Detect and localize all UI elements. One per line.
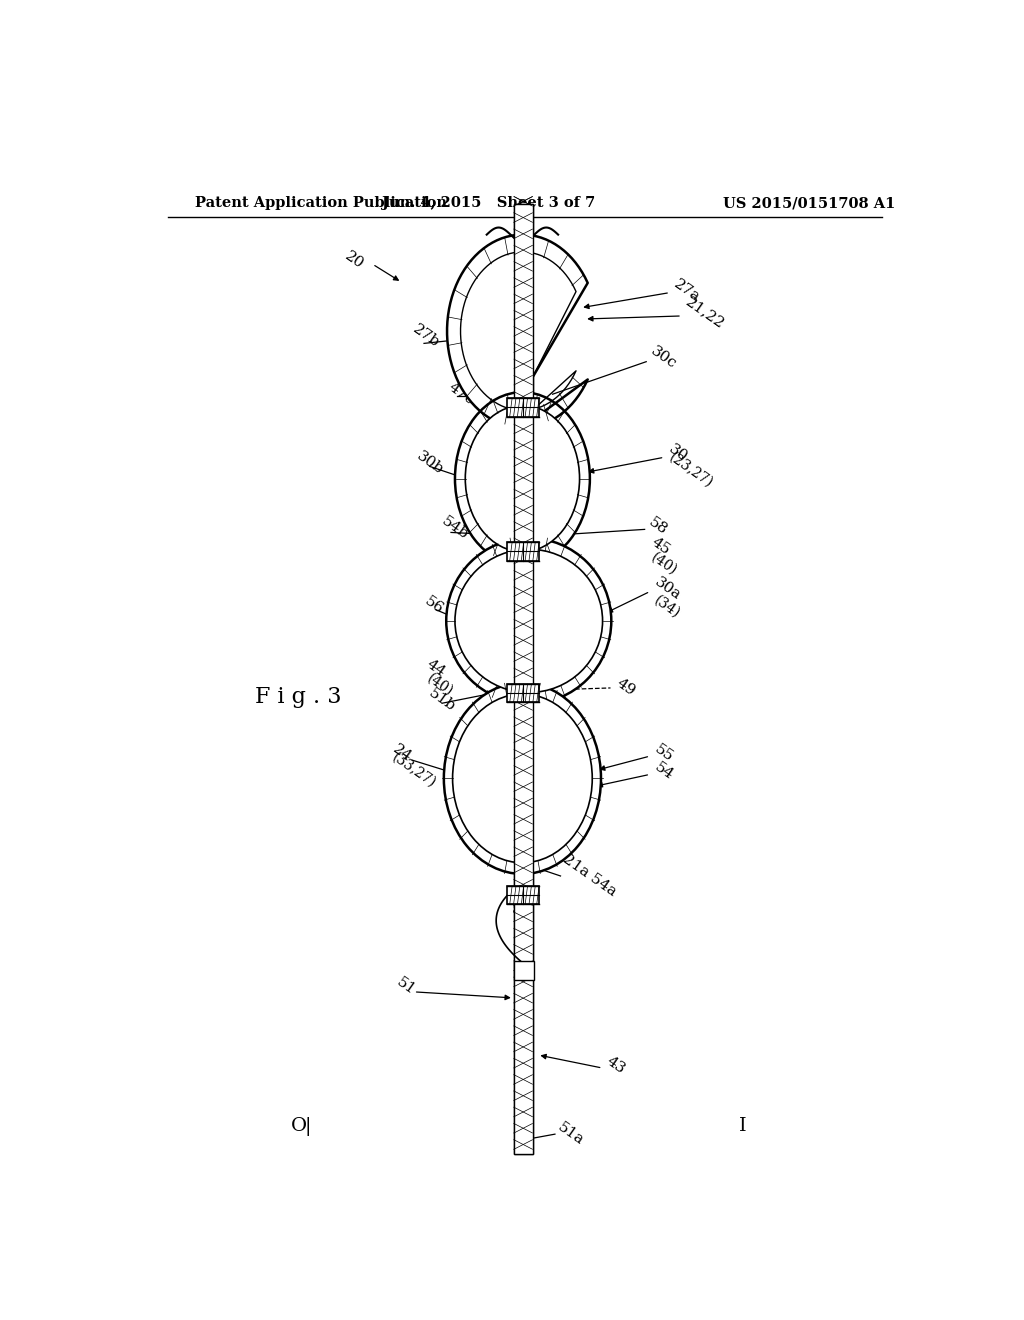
Text: 49: 49 (613, 676, 638, 698)
Text: 51: 51 (394, 975, 418, 998)
Text: 30b: 30b (414, 449, 445, 478)
Text: (33,27): (33,27) (390, 750, 439, 791)
Text: (34): (34) (652, 593, 683, 620)
Ellipse shape (443, 682, 601, 874)
Bar (514, 205, 532, 1155)
Bar (514, 205, 532, 1155)
Text: 54b: 54b (439, 515, 471, 543)
Text: 43: 43 (604, 1053, 628, 1076)
Bar (507, 684, 539, 702)
Circle shape (455, 392, 590, 565)
Text: O: O (291, 1117, 307, 1135)
Text: 51a: 51a (555, 1121, 586, 1148)
Bar (507, 399, 539, 417)
Bar (514, 961, 534, 979)
Text: 30a: 30a (652, 576, 683, 603)
Text: 30c: 30c (648, 345, 679, 371)
Text: 27a: 27a (672, 277, 702, 305)
Text: 58: 58 (646, 515, 670, 537)
Text: 47c: 47c (445, 380, 476, 408)
Text: 21,22: 21,22 (684, 294, 727, 331)
Circle shape (465, 405, 580, 552)
Text: 56: 56 (422, 594, 445, 616)
Text: (40): (40) (648, 550, 680, 578)
Text: 51b: 51b (426, 686, 458, 714)
Text: |: | (305, 1117, 311, 1135)
Text: 20: 20 (342, 248, 367, 272)
Text: 21a 54a: 21a 54a (560, 851, 620, 899)
Polygon shape (447, 235, 588, 428)
Text: US 2015/0151708 A1: US 2015/0151708 A1 (723, 197, 896, 210)
Text: 27b: 27b (410, 322, 441, 350)
Text: 45: 45 (648, 536, 673, 558)
Text: 57: 57 (511, 902, 530, 916)
Bar (507, 886, 539, 904)
Bar (507, 543, 539, 561)
Text: (40): (40) (424, 671, 456, 698)
Text: 44: 44 (424, 657, 449, 680)
Text: Jun. 4, 2015   Sheet 3 of 7: Jun. 4, 2015 Sheet 3 of 7 (382, 197, 596, 210)
Ellipse shape (446, 539, 611, 704)
Text: 24: 24 (390, 742, 414, 764)
Text: F i g . 3: F i g . 3 (255, 686, 341, 708)
Text: (23,27): (23,27) (666, 450, 715, 491)
Ellipse shape (453, 694, 592, 863)
Text: 54: 54 (652, 760, 676, 783)
Ellipse shape (455, 549, 602, 693)
Text: 55: 55 (652, 742, 676, 764)
Text: 30: 30 (666, 442, 690, 465)
Text: Patent Application Publication: Patent Application Publication (196, 197, 447, 210)
Text: I: I (739, 1117, 746, 1135)
